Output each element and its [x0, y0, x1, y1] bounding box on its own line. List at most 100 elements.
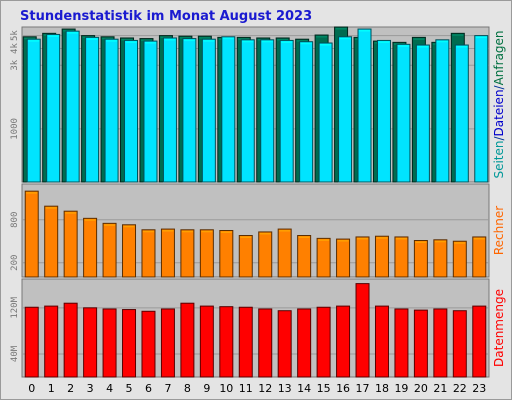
- bar-highlight-rechner-15: [318, 239, 330, 241]
- bar-dateien-7: [162, 37, 177, 183]
- panel-1-ylabel: Rechner: [492, 206, 506, 255]
- bar-dateien-9: [201, 38, 216, 183]
- bar-highlight-rechner-19: [395, 237, 407, 240]
- panel-2-ylabel: Datenmenge: [492, 289, 506, 367]
- bar-highlight-rechner-21: [434, 240, 446, 243]
- bar-highlight-rechner-2: [65, 212, 77, 214]
- bar-highlight-datenmenge-0: [26, 308, 38, 310]
- bar-dateien-23: [474, 35, 489, 183]
- bar-dateien-17: [357, 28, 372, 183]
- bar-highlight-datenmenge-2: [65, 304, 77, 306]
- bar-datenmenge-7: [160, 308, 175, 378]
- bar-highlight-rechner-10: [220, 231, 232, 233]
- bar-highlight-dateien-19: [397, 45, 409, 47]
- bar-highlight-datenmenge-13: [279, 311, 291, 314]
- x-tick-label-10: 10: [219, 382, 233, 395]
- x-tick-label-5: 5: [126, 382, 133, 395]
- bar-dateien-14: [299, 41, 314, 183]
- bar-highlight-datenmenge-12: [259, 309, 271, 312]
- bar-highlight-datenmenge-1: [45, 307, 57, 309]
- bar-highlight-dateien-20: [417, 46, 429, 48]
- ylabel-part: /: [492, 84, 506, 89]
- panel-0-ylabel: Seiten/Dateien/Anfragen: [492, 30, 506, 178]
- bar-highlight-dateien-17: [359, 30, 371, 32]
- bar-rechner-17: [355, 236, 370, 278]
- ylabel-part: Anfragen: [492, 30, 506, 85]
- bar-highlight-datenmenge-21: [434, 309, 446, 312]
- bar-rechner-13: [277, 228, 292, 278]
- bar-highlight-dateien-15: [320, 44, 332, 46]
- bar-highlight-datenmenge-3: [84, 308, 96, 311]
- bar-rechner-2: [63, 210, 78, 278]
- x-tick-label-16: 16: [336, 382, 350, 395]
- bar-highlight-dateien-3: [86, 38, 98, 40]
- bar-highlight-dateien-9: [203, 40, 215, 42]
- x-tick-label-7: 7: [164, 382, 171, 395]
- bar-highlight-rechner-6: [142, 230, 154, 233]
- bar-highlight-rechner-13: [279, 230, 291, 232]
- bar-rechner-11: [238, 235, 253, 278]
- bar-rechner-22: [452, 240, 467, 278]
- bar-rechner-20: [413, 240, 428, 278]
- bar-rechner-9: [199, 229, 214, 278]
- bar-highlight-rechner-17: [357, 237, 369, 240]
- x-tick-label-17: 17: [356, 382, 370, 395]
- bar-highlight-datenmenge-22: [454, 311, 466, 314]
- bar-dateien-20: [415, 44, 430, 183]
- x-tick-label-9: 9: [203, 382, 210, 395]
- bar-dateien-4: [104, 38, 119, 183]
- bar-dateien-2: [65, 30, 80, 183]
- bar-highlight-anfragen-4: [102, 37, 114, 40]
- bar-highlight-rechner-1: [45, 207, 57, 209]
- bar-highlight-dateien-12: [261, 40, 273, 43]
- bar-highlight-dateien-14: [300, 42, 312, 45]
- panel-2-ytick-label: 120M: [10, 296, 20, 318]
- bar-highlight-rechner-4: [104, 224, 116, 226]
- bar-highlight-rechner-23: [473, 237, 485, 240]
- bar-highlight-dateien-7: [164, 38, 176, 41]
- bar-rechner-7: [160, 228, 175, 278]
- bar-highlight-dateien-21: [436, 40, 448, 43]
- bar-datenmenge-6: [141, 310, 156, 378]
- bar-dateien-21: [435, 39, 450, 183]
- bar-highlight-anfragen-13: [277, 38, 289, 41]
- bar-rechner-21: [433, 239, 448, 278]
- bar-highlight-rechner-7: [162, 230, 174, 232]
- bar-highlight-anfragen-14: [296, 40, 308, 42]
- bar-highlight-anfragen-0: [24, 37, 36, 40]
- bar-highlight-anfragen-20: [413, 38, 425, 40]
- panel-0-ytick-label: 1000: [10, 118, 20, 140]
- bar-dateien-3: [85, 36, 100, 183]
- bar-rechner-23: [472, 236, 487, 278]
- bar-dateien-22: [454, 44, 469, 183]
- bar-highlight-rechner-11: [240, 236, 252, 239]
- bar-highlight-datenmenge-7: [162, 309, 174, 312]
- x-tick-label-11: 11: [239, 382, 253, 395]
- bar-datenmenge-10: [219, 306, 234, 378]
- bar-dateien-19: [396, 43, 411, 183]
- bar-highlight-rechner-20: [415, 241, 427, 244]
- panel-0-ytick-label: 4k: [10, 43, 20, 54]
- bar-rechner-6: [141, 229, 156, 278]
- bar-rechner-1: [44, 205, 59, 278]
- x-tick-label-19: 19: [394, 382, 408, 395]
- bar-highlight-datenmenge-20: [415, 311, 427, 313]
- x-tick-label-22: 22: [453, 382, 467, 395]
- bar-datenmenge-4: [102, 308, 117, 378]
- bar-datenmenge-12: [258, 308, 273, 378]
- bar-highlight-anfragen-6: [140, 39, 152, 42]
- bar-highlight-anfragen-22: [452, 34, 464, 36]
- panel-0-ytick-label: 5k: [10, 30, 20, 41]
- bar-highlight-dateien-18: [378, 41, 390, 43]
- bar-rechner-14: [297, 235, 312, 278]
- bar-datenmenge-2: [63, 302, 78, 378]
- bar-highlight-dateien-11: [242, 40, 254, 43]
- bar-highlight-rechner-14: [298, 236, 310, 239]
- x-tick-label-0: 0: [28, 382, 35, 395]
- bar-highlight-dateien-0: [28, 40, 40, 42]
- bar-highlight-dateien-10: [222, 37, 234, 40]
- chart-title: Stundenstatistik im Monat August 2023: [20, 9, 312, 24]
- panel-0-ytick-label: 3k: [10, 59, 20, 70]
- bar-highlight-anfragen-5: [121, 38, 133, 41]
- bar-highlight-datenmenge-17: [357, 284, 369, 287]
